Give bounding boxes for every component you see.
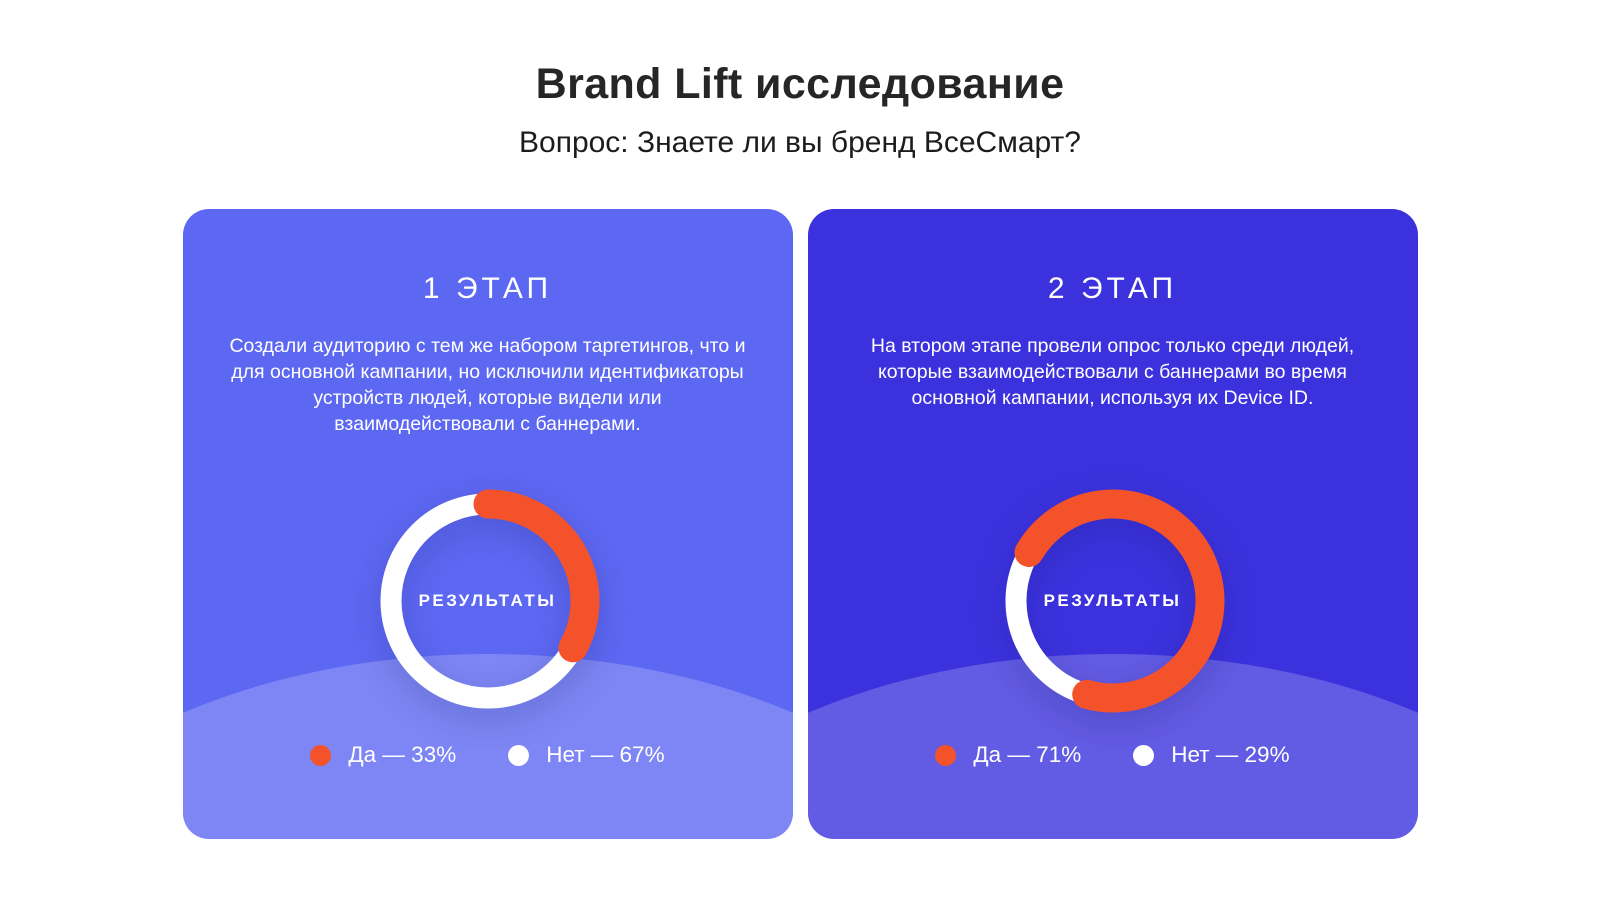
donut-center-label: РЕЗУЛЬТАТЫ [418, 591, 557, 610]
page-header: Brand Lift исследование Вопрос: Знаете л… [0, 0, 1600, 160]
stage-1-description: Создали аудиторию с тем же набором тарге… [229, 335, 746, 436]
donut-value-arc [376, 489, 599, 713]
legend-item-no: Нет — 67% [508, 742, 665, 768]
legend-item-label: Нет — 29% [1171, 742, 1290, 767]
hill-decoration [182, 654, 793, 839]
donut-chart [376, 489, 599, 713]
legend-item-yes: Да — 71% [935, 742, 1081, 768]
legend-item-label: Да — 33% [348, 742, 457, 767]
stage-1-legend: Да — 33% Нет — 67% [183, 742, 793, 768]
stage-2-heading: 2 ЭТАП [1047, 272, 1178, 305]
legend-item-no: Нет — 29% [1133, 742, 1290, 768]
yes-legend-dot-icon [310, 744, 332, 766]
stage-2-description: На втором этапе провели опрос только сре… [870, 335, 1355, 410]
page-title: Brand Lift исследование [535, 60, 1065, 108]
stage-2-card: 2 ЭТАП На втором этапе провели опрос тол… [807, 209, 1418, 839]
stage-1-card: 1 ЭТАП Создали аудиторию с тем же наборо… [182, 209, 793, 839]
donut-center-label: РЕЗУЛЬТАТЫ [1043, 591, 1182, 610]
page-subtitle: Вопрос: Знаете ли вы бренд ВсеСмарт? [519, 126, 1081, 159]
legend-item-yes: Да — 33% [310, 742, 456, 768]
stage-1-heading: 1 ЭТАП [422, 272, 553, 305]
donut-chart [1001, 489, 1224, 713]
legend-item-label: Да — 71% [973, 742, 1082, 767]
stage-2-donut: РЕЗУЛЬТАТЫ [993, 481, 1233, 721]
yes-legend-dot-icon [935, 744, 957, 766]
no-legend-dot-icon [1133, 744, 1155, 766]
stage-2-legend: Да — 71% Нет — 29% [808, 742, 1418, 768]
stage-1-card-content: 1 ЭТАП Создали аудиторию с тем же наборо… [183, 209, 793, 839]
stage-2-card-content: 2 ЭТАП На втором этапе провели опрос тол… [808, 209, 1418, 839]
legend-item-label: Нет — 67% [546, 742, 665, 767]
stage-cards-container: 1 ЭТАП Создали аудиторию с тем же наборо… [0, 209, 1600, 839]
donut-value-arc [1001, 489, 1224, 713]
stage-1-donut: РЕЗУЛЬТАТЫ [368, 481, 608, 721]
no-legend-dot-icon [508, 744, 530, 766]
